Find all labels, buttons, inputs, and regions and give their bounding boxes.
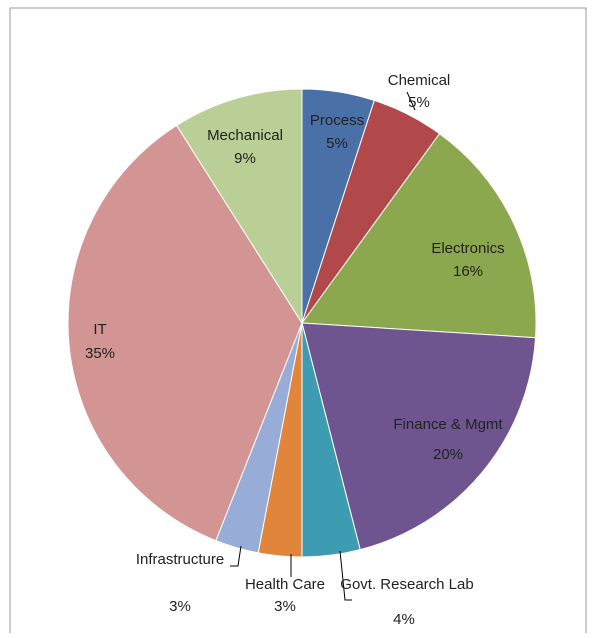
slice-label: Chemical — [388, 72, 451, 89]
slice-label: Process — [310, 112, 364, 129]
leader-line — [230, 545, 242, 567]
leader-line — [406, 91, 416, 111]
slice-label: Health Care — [245, 576, 325, 593]
slice-label: Infrastructure — [136, 551, 224, 568]
slice-value-label: 35% — [85, 345, 115, 362]
slice-value-label: 16% — [453, 263, 483, 280]
slice-label: IT — [93, 321, 106, 338]
slice-value-label: 3% — [169, 598, 191, 615]
slice-label: Mechanical — [207, 127, 283, 144]
slice-value-label: 3% — [274, 598, 296, 615]
slice-label: Govt. Research Lab — [340, 576, 473, 593]
pie-slice — [301, 132, 537, 339]
slice-value-label: 20% — [433, 446, 463, 463]
pie-slice — [67, 124, 303, 542]
slice-label: Finance & Mgmt — [393, 416, 503, 433]
pie-slice — [301, 322, 537, 551]
slice-value-label: 5% — [408, 94, 430, 111]
slice-label: Electronics — [431, 240, 504, 257]
leader-line — [339, 550, 352, 601]
slice-value-label: 4% — [393, 611, 415, 628]
slice-value-label: 5% — [326, 135, 348, 152]
pie-slice — [175, 88, 303, 325]
slice-value-label: 9% — [234, 150, 256, 167]
